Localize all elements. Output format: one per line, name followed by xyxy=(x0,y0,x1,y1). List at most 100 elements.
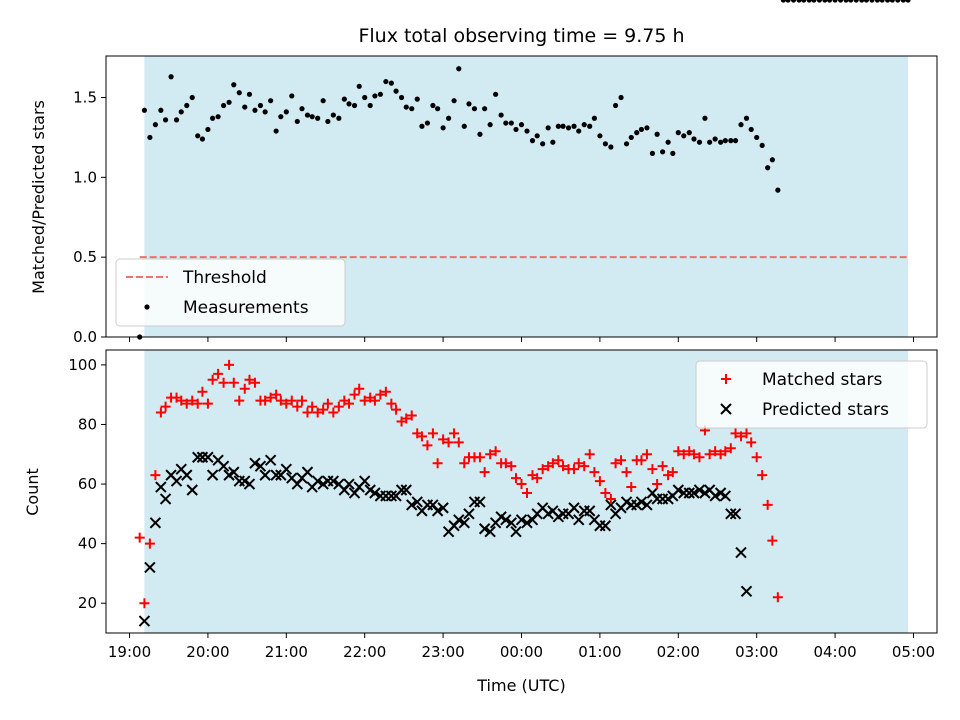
measurement-point xyxy=(257,102,264,109)
predicted-star-point xyxy=(719,490,732,502)
x-tick-label: 01:00 xyxy=(578,643,621,661)
matched-star-point xyxy=(767,535,778,546)
measurement-point xyxy=(141,107,148,113)
predicted-star-point xyxy=(228,466,240,478)
predicted-star-point xyxy=(453,514,465,526)
legend-measurements-swatch xyxy=(144,304,150,310)
predicted-star-point xyxy=(186,484,198,496)
matched-star-point xyxy=(144,538,155,549)
predicted-star-point xyxy=(149,517,162,529)
matched-star-point xyxy=(187,395,198,406)
matched-star-point xyxy=(416,431,427,442)
legend-predicted-swatch xyxy=(720,403,732,415)
measurement-point xyxy=(236,90,242,96)
matched-star-point xyxy=(736,431,747,442)
matched-star-point xyxy=(155,407,166,418)
matched-star-point xyxy=(710,446,721,457)
matched-star-point xyxy=(652,479,663,490)
measurement-point xyxy=(524,128,530,134)
measurement-point xyxy=(147,134,153,141)
measurement-point xyxy=(832,0,838,3)
matched-star-point xyxy=(532,473,543,484)
matched-star-point xyxy=(224,359,235,370)
measurement-point xyxy=(440,125,446,131)
predicted-star-point xyxy=(170,475,183,487)
matched-star-point xyxy=(553,455,564,466)
measurement-point xyxy=(743,115,750,121)
measurement-point xyxy=(351,102,358,109)
measurement-point xyxy=(702,115,708,121)
predicted-star-point xyxy=(709,490,721,502)
matched-star-point xyxy=(192,398,203,409)
legend-predicted-label: Predicted stars xyxy=(762,400,889,420)
matched-star-point xyxy=(197,386,208,397)
matched-star-point xyxy=(479,467,490,478)
x-tick-label: 23:00 xyxy=(421,643,464,661)
predicted-star-point xyxy=(729,508,742,520)
measurement-point xyxy=(681,133,687,139)
measurement-point xyxy=(853,0,859,3)
predicted-star-point xyxy=(192,451,204,463)
measurement-point xyxy=(638,126,645,133)
matched-star-point xyxy=(626,482,637,493)
predicted-star-point xyxy=(385,490,398,502)
measurement-point xyxy=(445,115,452,121)
measurement-point xyxy=(493,91,499,97)
measurement-point xyxy=(341,96,347,102)
matched-star-point xyxy=(244,374,255,385)
predicted-star-point xyxy=(406,499,418,511)
top-y-tick-label: 1.0 xyxy=(73,168,97,186)
matched-star-point xyxy=(386,398,397,409)
measurement-point xyxy=(712,136,718,142)
x-tick-label: 05:00 xyxy=(892,643,935,661)
legend-measurements-label: Measurements xyxy=(183,298,309,318)
measurement-point xyxy=(811,0,817,3)
measurement-point xyxy=(801,0,807,3)
bottom-frame xyxy=(105,349,938,634)
measurement-point xyxy=(826,0,833,3)
measurement-point xyxy=(597,133,603,139)
matched-star-point xyxy=(547,458,558,469)
matched-star-point xyxy=(474,452,485,463)
measurement-point xyxy=(571,123,577,129)
measurement-point xyxy=(775,187,781,193)
measurement-point xyxy=(503,120,509,126)
measurement-point xyxy=(780,0,786,3)
measurement-point xyxy=(398,94,405,101)
measurement-point xyxy=(178,109,184,115)
matched-star-point xyxy=(354,383,365,394)
predicted-star-point xyxy=(510,526,522,538)
measurement-point xyxy=(806,0,812,3)
measurement-point xyxy=(905,0,911,3)
measurement-point xyxy=(822,0,828,3)
matched-star-point xyxy=(427,428,438,439)
predicted-star-point xyxy=(635,496,648,508)
measurement-point xyxy=(362,94,368,101)
x-tick-label: 19:00 xyxy=(108,643,151,661)
matched-star-point xyxy=(516,479,527,490)
bottom-legend xyxy=(695,360,928,429)
matched-star-point xyxy=(730,428,741,439)
measurement-point xyxy=(403,104,409,110)
matched-star-point xyxy=(296,395,307,406)
measurement-point xyxy=(414,96,420,102)
measurement-point xyxy=(696,139,703,145)
measurement-point xyxy=(796,0,802,3)
measurement-point xyxy=(215,114,221,120)
measurement-point xyxy=(158,107,164,113)
predicted-star-point xyxy=(395,484,408,496)
measurement-point xyxy=(294,118,300,125)
measurement-point xyxy=(748,126,754,133)
matched-star-point xyxy=(616,455,627,466)
measurement-point xyxy=(869,0,875,3)
measurement-point xyxy=(555,123,561,129)
bottom-y-tick-label: 20 xyxy=(78,594,97,612)
matched-star-point xyxy=(673,446,684,457)
measurement-point xyxy=(654,131,660,137)
measurement-point xyxy=(576,128,582,134)
matched-star-point xyxy=(449,428,460,439)
matched-star-point xyxy=(500,458,511,469)
matched-star-point xyxy=(720,446,731,457)
measurement-point xyxy=(508,120,514,126)
matched-star-point xyxy=(537,464,548,475)
